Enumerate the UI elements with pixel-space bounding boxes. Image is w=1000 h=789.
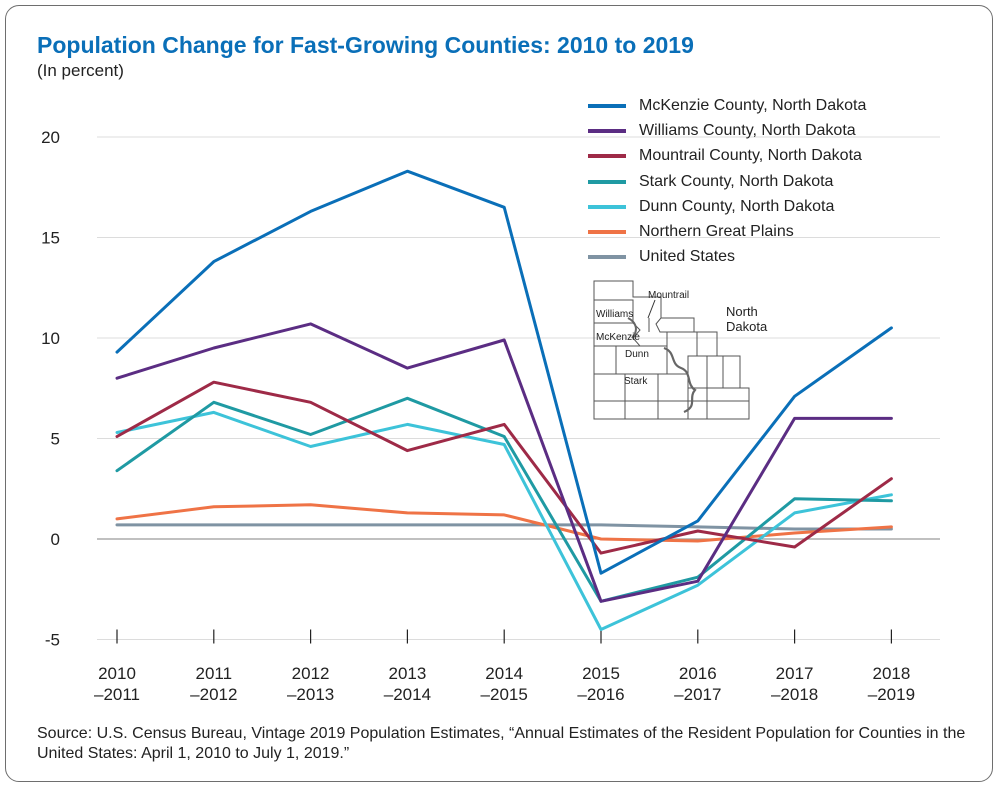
legend-swatch	[588, 154, 626, 159]
x-tick-label: –2015	[481, 685, 528, 704]
gridlines	[97, 136, 940, 640]
legend-label: Northern Great Plains	[639, 223, 794, 241]
legend-label: Mountrail County, North Dakota	[639, 147, 862, 165]
x-tick-label: –2019	[868, 685, 915, 704]
legend-label: Dunn County, North Dakota	[639, 197, 835, 215]
map-label-stark: Stark	[624, 376, 648, 387]
series-line-stark-county-north-dakota	[115, 396, 893, 603]
series-line-mountrail-county-north-dakota	[115, 380, 893, 555]
series-line-williams-county-north-dakota	[115, 322, 893, 603]
x-tick-label: 2012	[292, 664, 330, 683]
y-tick-label: -5	[45, 631, 60, 650]
legend-item: McKenzie County, North Dakota	[588, 93, 866, 118]
legend-swatch	[588, 103, 626, 108]
legend-label: Stark County, North Dakota	[639, 172, 834, 190]
legend-swatch	[588, 128, 626, 133]
chart-title: Population Change for Fast-Growing Count…	[37, 32, 694, 58]
legend-item: Stark County, North Dakota	[588, 169, 866, 194]
x-tick-label: 2014	[485, 664, 523, 683]
x-tick-label: 2015	[582, 664, 620, 683]
source-note: Source: U.S. Census Bureau, Vintage 2019…	[37, 725, 966, 762]
x-tick-label: –2018	[771, 685, 818, 704]
legend-item: Northern Great Plains	[588, 219, 866, 244]
y-axis-tick-labels: -5 0 5 10 15 20	[41, 128, 60, 650]
map-label-mckenzie: McKenzie	[596, 332, 640, 343]
x-tick-label: 2016	[679, 664, 717, 683]
map-state-label-line1: North	[726, 304, 758, 319]
legend-label: United States	[639, 248, 736, 266]
chart-subtitle: (In percent)	[37, 61, 124, 80]
map-state-label-line2: Dakota	[726, 319, 768, 334]
legend-item: Dunn County, North Dakota	[588, 194, 866, 219]
y-tick-label: 5	[51, 430, 60, 449]
legend-item: Williams County, North Dakota	[588, 118, 866, 143]
map-label-williams: Williams	[596, 309, 633, 320]
y-tick-label: 10	[41, 329, 60, 348]
x-tick-label: –2011	[94, 685, 140, 704]
figure-frame	[5, 5, 993, 782]
north-dakota-map-inset: Mountrail Williams McKenzie Dunn Stark N…	[593, 280, 768, 420]
x-tick-label: 2013	[388, 664, 426, 683]
series-lines	[115, 169, 893, 631]
x-tick-label: –2013	[287, 685, 334, 704]
x-tick-label: 2018	[872, 664, 910, 683]
series-line-northern-great-plains	[115, 503, 893, 543]
legend-swatch	[588, 255, 626, 260]
x-tick-label: 2011	[196, 664, 233, 683]
y-tick-label: 15	[41, 229, 60, 248]
x-tick-label: –2014	[384, 685, 431, 704]
x-tick-label: –2016	[577, 685, 624, 704]
map-label-mountrail: Mountrail	[648, 290, 689, 301]
legend: McKenzie County, North Dakota Williams Co…	[588, 93, 866, 270]
map-label-dunn: Dunn	[625, 349, 649, 360]
legend-label: Williams County, North Dakota	[639, 121, 856, 139]
legend-swatch	[588, 179, 626, 184]
series-line-dunn-county-north-dakota	[115, 410, 893, 631]
x-tick-label: 2017	[776, 664, 814, 683]
x-tick-label: 2010	[98, 664, 136, 683]
legend-swatch	[588, 204, 626, 209]
series-line-mckenzie-county-north-dakota	[115, 169, 893, 575]
legend-item: United States	[588, 245, 866, 270]
legend-swatch	[588, 230, 626, 235]
series-line-united-states	[115, 523, 893, 531]
x-tick-label: –2012	[190, 685, 237, 704]
legend-label: McKenzie County, North Dakota	[639, 96, 867, 114]
legend-item: Mountrail County, North Dakota	[588, 144, 866, 169]
x-axis-ticks: 2010 –2011 2011 –2012 2012 –2013 2013 –2014 2014…	[94, 629, 915, 704]
y-tick-label: 20	[41, 128, 60, 147]
y-tick-label: 0	[51, 530, 60, 549]
x-tick-label: –2017	[674, 685, 721, 704]
